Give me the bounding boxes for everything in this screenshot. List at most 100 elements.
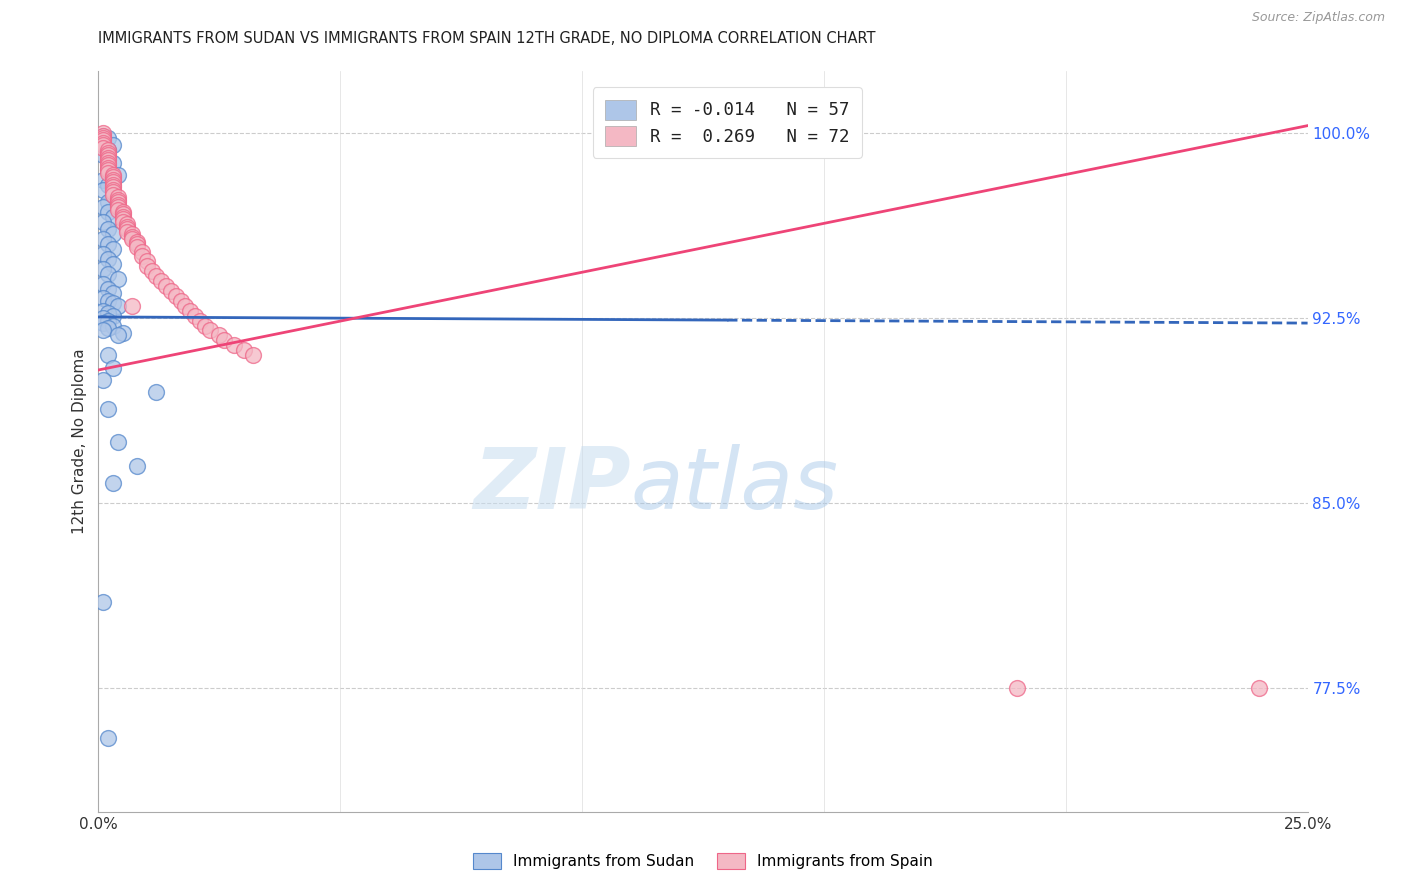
- Point: [101, 360, 124, 375]
- Point: [208, 328, 231, 343]
- Point: [101, 227, 124, 242]
- Point: [145, 385, 167, 400]
- Point: [91, 128, 114, 143]
- Point: [121, 227, 143, 242]
- Point: [91, 183, 114, 197]
- Point: [111, 326, 134, 340]
- Point: [97, 165, 120, 179]
- Point: [91, 126, 114, 140]
- Point: [101, 296, 124, 310]
- Point: [91, 128, 114, 143]
- Point: [91, 247, 114, 261]
- Point: [198, 323, 221, 337]
- Point: [101, 187, 124, 202]
- Point: [107, 193, 129, 207]
- Point: [188, 313, 211, 327]
- Text: Source: ZipAtlas.com: Source: ZipAtlas.com: [1251, 11, 1385, 24]
- Point: [150, 274, 173, 288]
- Point: [97, 158, 120, 172]
- Point: [101, 173, 124, 187]
- Point: [97, 281, 120, 295]
- Point: [107, 195, 129, 210]
- Point: [97, 153, 120, 168]
- Point: [91, 141, 114, 155]
- Point: [91, 131, 114, 145]
- Point: [101, 155, 124, 169]
- Point: [127, 239, 149, 253]
- Point: [97, 267, 120, 281]
- Point: [101, 476, 124, 491]
- Point: [107, 202, 129, 217]
- Point: [165, 289, 187, 303]
- Point: [127, 235, 149, 249]
- Point: [97, 131, 120, 145]
- Point: [131, 244, 153, 259]
- Point: [91, 323, 114, 337]
- Point: [179, 303, 201, 318]
- Text: ZIP: ZIP: [472, 444, 630, 527]
- Point: [101, 180, 124, 194]
- Point: [101, 186, 124, 200]
- Point: [169, 293, 191, 308]
- Point: [127, 459, 149, 474]
- Point: [155, 279, 177, 293]
- Point: [91, 373, 114, 387]
- Point: [101, 138, 124, 153]
- Text: IMMIGRANTS FROM SUDAN VS IMMIGRANTS FROM SPAIN 12TH GRADE, NO DIPLOMA CORRELATIO: IMMIGRANTS FROM SUDAN VS IMMIGRANTS FROM…: [98, 31, 876, 46]
- Point: [107, 299, 129, 313]
- Point: [97, 144, 120, 158]
- Legend: R = -0.014   N = 57, R =  0.269   N = 72: R = -0.014 N = 57, R = 0.269 N = 72: [593, 87, 862, 158]
- Point: [97, 145, 120, 160]
- Point: [107, 434, 129, 449]
- Point: [101, 318, 124, 333]
- Point: [135, 260, 157, 274]
- Point: [91, 133, 114, 147]
- Point: [97, 163, 120, 178]
- Point: [117, 225, 139, 239]
- Point: [222, 338, 245, 352]
- Point: [160, 284, 183, 298]
- Point: [101, 187, 124, 202]
- Point: [97, 195, 120, 210]
- Point: [111, 210, 134, 224]
- Point: [101, 178, 124, 192]
- Point: [91, 148, 114, 162]
- Point: [97, 237, 120, 252]
- Point: [97, 163, 120, 178]
- Point: [1249, 681, 1271, 696]
- Point: [97, 293, 120, 308]
- Legend: Immigrants from Sudan, Immigrants from Spain: Immigrants from Sudan, Immigrants from S…: [467, 847, 939, 875]
- Point: [97, 151, 120, 165]
- Point: [97, 144, 120, 158]
- Point: [107, 328, 129, 343]
- Point: [101, 175, 124, 189]
- Point: [97, 252, 120, 266]
- Point: [97, 306, 120, 320]
- Point: [174, 299, 197, 313]
- Point: [141, 264, 163, 278]
- Point: [97, 205, 120, 219]
- Point: [107, 190, 129, 204]
- Point: [107, 200, 129, 214]
- Point: [101, 170, 124, 185]
- Point: [97, 321, 120, 335]
- Point: [91, 215, 114, 229]
- Point: [101, 168, 124, 182]
- Point: [111, 207, 134, 221]
- Point: [111, 215, 134, 229]
- Point: [97, 731, 120, 745]
- Point: [91, 277, 114, 291]
- Point: [91, 595, 114, 609]
- Point: [97, 222, 120, 236]
- Point: [101, 286, 124, 301]
- Point: [145, 269, 167, 284]
- Point: [117, 222, 139, 236]
- Point: [184, 309, 207, 323]
- Point: [121, 232, 143, 246]
- Point: [101, 210, 124, 224]
- Point: [91, 136, 114, 150]
- Point: [97, 161, 120, 175]
- Point: [91, 303, 114, 318]
- Point: [91, 136, 114, 150]
- Point: [91, 232, 114, 246]
